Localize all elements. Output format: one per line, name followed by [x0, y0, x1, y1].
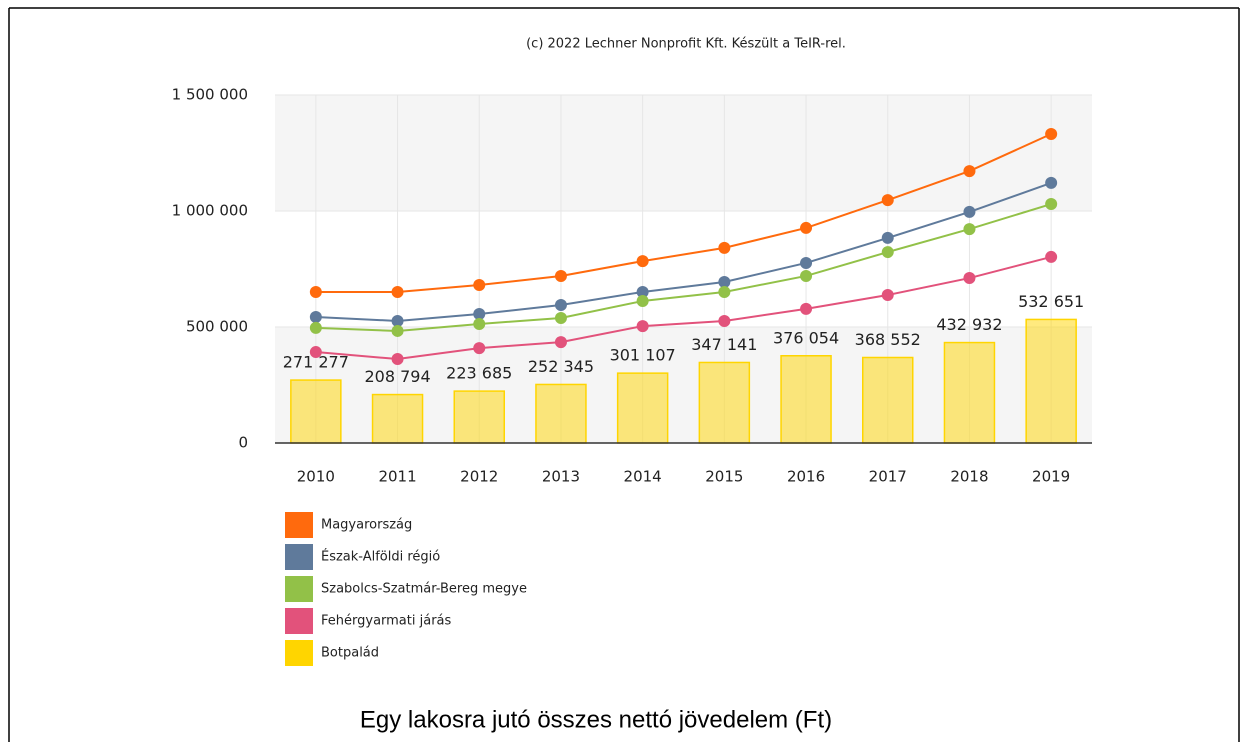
y-tick-label: 500 000: [186, 318, 248, 336]
y-tick-label: 1 000 000: [172, 202, 248, 220]
legend-label: Magyarország: [321, 518, 412, 533]
x-tick-label: 2013: [542, 468, 580, 486]
point: [1045, 250, 1058, 263]
point: [800, 256, 813, 269]
legend-label: Fehérgyarmati járás: [321, 614, 452, 629]
point: [554, 269, 567, 282]
x-tick-label: 2010: [297, 468, 335, 486]
point: [473, 279, 486, 292]
point: [718, 275, 731, 288]
point: [391, 324, 404, 337]
plot-band: [275, 95, 1092, 211]
point: [718, 314, 731, 327]
point: [309, 285, 322, 298]
x-tick-label: 2018: [950, 468, 988, 486]
y-tick-label: 1 500 000: [172, 86, 248, 104]
legend-swatch: [285, 512, 313, 538]
line: [315, 203, 1052, 332]
point: [963, 272, 976, 285]
point: [636, 255, 649, 268]
y-tick-label: 0: [238, 434, 248, 452]
line: [315, 133, 1052, 293]
value-label: 368 552: [855, 330, 921, 349]
x-tick-label: 2012: [460, 468, 498, 486]
point: [636, 295, 649, 308]
value-label: 301 107: [610, 346, 676, 365]
bar: [453, 390, 505, 444]
bar: [290, 379, 342, 444]
point: [718, 285, 731, 298]
point: [391, 314, 404, 327]
point: [800, 302, 813, 315]
point: [636, 285, 649, 298]
point: [473, 317, 486, 330]
legend-swatch: [285, 608, 313, 634]
point: [1045, 198, 1058, 211]
x-tick-label: 2019: [1032, 468, 1070, 486]
value-label: 347 141: [691, 335, 757, 354]
point: [473, 342, 486, 355]
point: [881, 194, 894, 207]
bar: [943, 341, 996, 444]
legend-swatch: [285, 640, 313, 666]
bar: [698, 361, 751, 444]
value-label: 271 277: [283, 353, 349, 372]
x-tick-label: 2016: [787, 468, 825, 486]
point: [881, 231, 894, 244]
bar: [780, 355, 832, 444]
legend-swatch: [285, 576, 313, 602]
point: [800, 269, 813, 282]
value-label: 376 054: [773, 328, 839, 347]
point: [963, 165, 976, 178]
point: [963, 205, 976, 218]
value-label: 432 932: [936, 315, 1002, 334]
x-tick-label: 2015: [705, 468, 743, 486]
legend-label: Botpalád: [321, 646, 379, 661]
bar: [1025, 318, 1077, 444]
point: [554, 311, 567, 324]
legend-label: Észak-Alföldi régió: [321, 549, 440, 565]
point: [473, 308, 486, 321]
point: [554, 336, 567, 349]
bar: [862, 356, 914, 444]
point: [881, 246, 894, 259]
point: [881, 288, 894, 301]
line: [315, 255, 1052, 361]
point: [309, 321, 322, 334]
point: [1045, 127, 1058, 140]
chart-title: Egy lakosra jutó összes nettó jövedelem …: [360, 706, 832, 733]
x-tick-label: 2017: [869, 468, 907, 486]
line: [315, 181, 1052, 322]
legend-label: Szabolcs-Szatmár-Bereg megye: [321, 582, 527, 597]
bar: [535, 383, 587, 444]
x-tick-label: 2011: [378, 468, 416, 486]
legend-swatch: [285, 544, 313, 570]
point: [309, 311, 322, 324]
value-label: 223 685: [446, 364, 512, 383]
point: [800, 221, 813, 234]
value-label: 252 345: [528, 357, 594, 376]
point: [636, 320, 649, 333]
value-label: 532 651: [1018, 292, 1084, 311]
point: [554, 298, 567, 311]
point: [391, 285, 404, 298]
point: [391, 353, 404, 366]
point: [1045, 176, 1058, 189]
bar: [371, 393, 424, 444]
bar: [616, 372, 669, 444]
point: [718, 241, 731, 254]
subtitle: (c) 2022 Lechner Nonprofit Kft. Készült …: [526, 37, 846, 52]
x-tick-label: 2014: [624, 468, 662, 486]
point: [309, 346, 322, 359]
value-label: 208 794: [364, 367, 430, 386]
point: [963, 223, 976, 236]
